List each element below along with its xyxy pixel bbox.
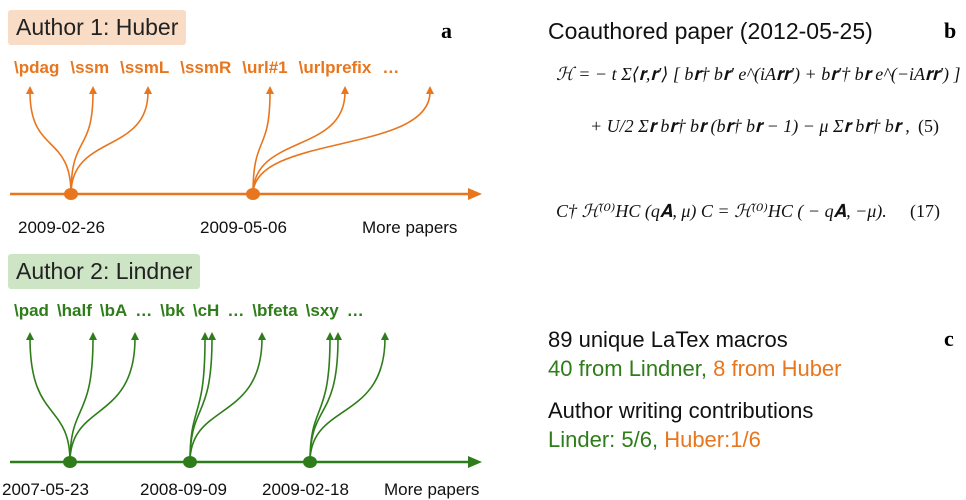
macro: \ssm <box>70 58 110 77</box>
date-label: 2008-09-09 <box>140 480 227 499</box>
macro-list: \pad \half \bA … \bk \cH … \bfeta \sxy … <box>14 301 364 321</box>
timeline-arrow <box>468 188 482 200</box>
equation-number: (5) <box>918 116 939 136</box>
stat-lindner: Linder: 5/6, <box>548 427 659 452</box>
link-curve <box>309 337 339 463</box>
macro: \pdag <box>14 58 60 77</box>
link-arrow <box>334 332 342 340</box>
macro: \ssmR <box>180 58 232 77</box>
date-label: 2007-05-23 <box>2 480 89 499</box>
date-label: 2009-02-18 <box>262 480 349 499</box>
equation-line: C† ℋ⁽⁰⁾HC (q𝐀, μ) C = ℋ⁽⁰⁾HC ( − q𝐀, −μ)… <box>556 201 887 221</box>
link-arrow <box>144 86 152 94</box>
macro-list: \pdag \ssm \ssmL \ssmR \url#1 \urlprefix … <box>14 58 399 78</box>
link-curve <box>70 91 94 195</box>
link-arrow <box>131 332 139 340</box>
stat-line: 40 from Lindner, 8 from Huber <box>548 356 842 382</box>
link-curve <box>70 91 149 195</box>
date-label: 2009-05-06 <box>200 218 287 237</box>
timeline-arrow <box>468 456 482 468</box>
macro: … <box>227 301 245 320</box>
link-curve <box>252 91 346 195</box>
macro: … <box>346 301 364 320</box>
link-curve <box>309 337 386 463</box>
paper-dot <box>63 456 77 468</box>
paper-dot <box>246 188 260 200</box>
link-arrow <box>341 86 349 94</box>
link-curve <box>252 91 431 195</box>
macro: \sxy <box>305 301 339 320</box>
stat-title: Author writing contributions <box>548 398 814 423</box>
more-label: More papers <box>384 480 480 499</box>
link-arrow <box>381 332 389 340</box>
link-curve <box>69 337 136 463</box>
paper-title: Coauthored paper (2012-05-25) <box>548 18 873 44</box>
macro: \half <box>56 301 92 320</box>
equation-number: (17) <box>910 201 940 221</box>
link-arrow <box>266 86 274 94</box>
panel-label: a <box>441 18 452 43</box>
macro: … <box>135 301 153 320</box>
paper-dot <box>303 456 317 468</box>
macro: \urlprefix <box>298 58 372 77</box>
panel-label: c <box>944 326 954 351</box>
date-label: 2009-02-26 <box>18 218 105 237</box>
macro: \ssmL <box>120 58 170 77</box>
link-curve <box>252 91 271 195</box>
link-arrow <box>208 332 216 340</box>
stat-line: Linder: 5/6, Huber:1/6 <box>548 427 761 453</box>
link-arrow <box>201 332 209 340</box>
link-arrow <box>258 332 266 340</box>
link-arrow <box>89 86 97 94</box>
paper-dot <box>183 456 197 468</box>
macro: \bfeta <box>252 301 298 320</box>
equation-line: + U/2 Σ𝐫 b𝐫† b𝐫 (b𝐫† b𝐫 − 1) − μ Σ𝐫 b𝐫† … <box>590 116 910 136</box>
link-curve <box>29 91 72 195</box>
paper-dot <box>64 188 78 200</box>
stat-huber: Huber:1/6 <box>664 427 761 452</box>
link-arrow <box>426 86 434 94</box>
equation-line: ℋ = − t Σ⟨𝐫,𝐫′⟩ [ b𝐫† b𝐫′ e^(iA𝐫𝐫′) + b𝐫… <box>556 64 961 84</box>
macro: \cH <box>192 301 220 320</box>
macro: \url#1 <box>242 58 288 77</box>
macro: \bk <box>160 301 185 320</box>
link-curve <box>189 337 213 463</box>
link-curve <box>69 337 94 463</box>
stat-lindner: 40 from Lindner, <box>548 356 707 381</box>
link-curve <box>29 337 71 463</box>
panel-label: b <box>944 18 957 43</box>
stat-title: 89 unique LaTex macros <box>548 327 788 352</box>
link-curve <box>189 337 263 463</box>
link-arrow <box>326 332 334 340</box>
link-arrow <box>26 86 34 94</box>
macro: \pad <box>14 301 49 320</box>
more-label: More papers <box>362 218 458 237</box>
stat-huber: 8 from Huber <box>713 356 842 381</box>
link-arrow <box>26 332 34 340</box>
macro: … <box>382 58 400 77</box>
author-box: Author 2: Lindner <box>8 254 201 289</box>
macro: \bA <box>99 301 128 320</box>
author-box: Author 1: Huber <box>8 10 187 45</box>
link-arrow <box>89 332 97 340</box>
